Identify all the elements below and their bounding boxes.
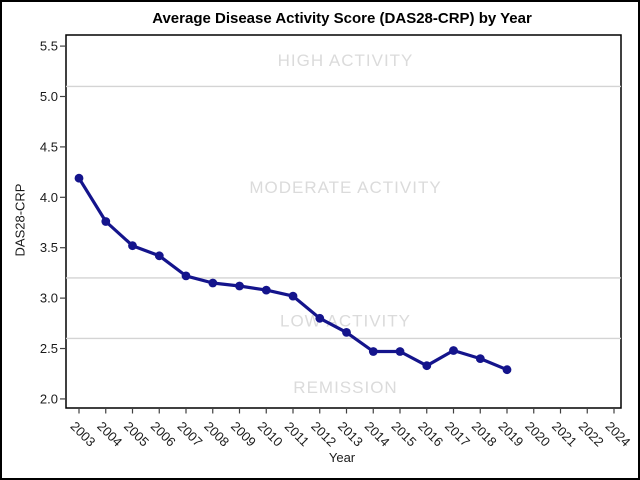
x-tick-label: 2019: [495, 418, 526, 449]
zone-label: LOW ACTIVITY: [280, 311, 411, 330]
x-tick-label: 2007: [174, 418, 205, 449]
y-tick-label: 3.0: [40, 291, 58, 306]
chart-title: Average Disease Activity Score (DAS28-CR…: [152, 10, 532, 27]
x-tick-label: 2015: [388, 418, 419, 449]
x-tick-label: 2005: [121, 418, 152, 449]
x-tick-label: 2024: [602, 418, 633, 449]
x-tick-label: 2020: [522, 418, 553, 449]
data-point-2012: [315, 313, 325, 323]
data-point-2005: [128, 241, 137, 251]
x-tick-label: 2021: [549, 418, 580, 449]
x-tick-label: 2010: [255, 418, 286, 449]
y-tick-label: 3.5: [40, 240, 58, 255]
data-point-2011: [288, 291, 298, 301]
data-point-2013: [342, 328, 351, 337]
x-tick-label: 2009: [228, 418, 259, 449]
x-tick-label: 2003: [67, 418, 98, 449]
data-point-2016: [422, 361, 432, 371]
zone-label: MODERATE ACTIVITY: [249, 178, 441, 197]
data-point-2010: [261, 285, 271, 295]
data-point-2014: [368, 347, 378, 356]
x-tick-label: 2008: [201, 418, 232, 449]
data-point-2007: [181, 271, 191, 281]
data-point-2018: [475, 354, 485, 363]
data-point-2003: [74, 173, 84, 183]
data-point-2006: [154, 251, 164, 261]
x-tick-label: 2006: [148, 418, 179, 449]
x-tick-label: 2017: [442, 418, 473, 449]
y-tick-label: 5.0: [40, 89, 58, 104]
data-point-2019: [502, 365, 512, 375]
x-tick-label: 2018: [469, 418, 500, 449]
x-tick-label: 2022: [576, 418, 607, 449]
zone-label: HIGH ACTIVITY: [278, 51, 414, 70]
x-axis-title: Year: [328, 450, 356, 465]
data-point-2004: [101, 217, 111, 226]
x-tick-label: 2014: [362, 418, 393, 449]
y-tick-label: 4.5: [40, 139, 58, 154]
y-tick-label: 2.0: [40, 391, 58, 406]
data-point-2015: [395, 347, 405, 356]
y-tick-label: 2.5: [40, 341, 58, 356]
data-point-2008: [208, 278, 218, 288]
data-point-2017: [449, 346, 458, 355]
x-tick-label: 2004: [94, 418, 125, 449]
y-tick-label: 5.5: [40, 39, 58, 54]
plot-frame: [65, 34, 622, 409]
x-tick-label: 2013: [335, 418, 366, 449]
zone-label: REMISSION: [293, 378, 397, 397]
y-tick-label: 4.0: [40, 190, 58, 205]
data-point-2009: [235, 281, 244, 291]
x-tick-label: 2012: [308, 418, 339, 449]
x-tick-label: 2011: [282, 419, 312, 449]
x-tick-label: 2016: [415, 418, 446, 449]
